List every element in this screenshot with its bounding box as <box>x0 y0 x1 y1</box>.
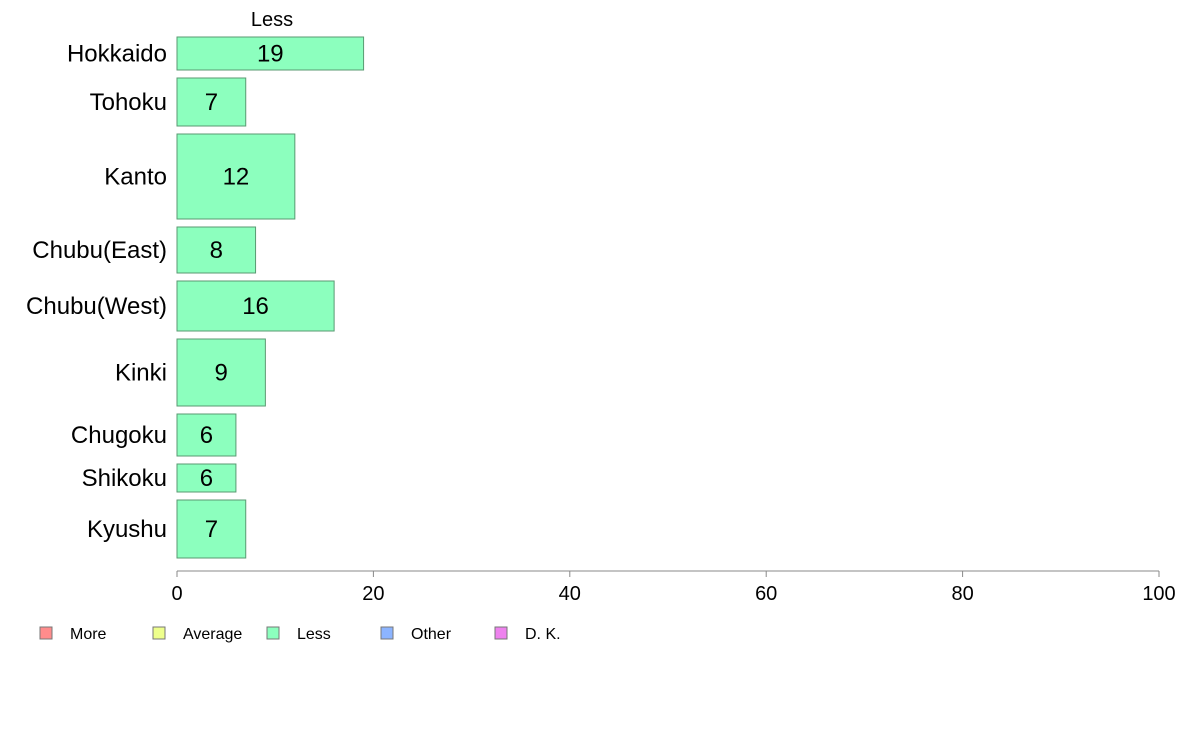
legend-label: Less <box>297 626 331 643</box>
category-label: Kanto <box>104 164 167 191</box>
bars-group: 19 7 12 8 16 9 6 6 7 <box>176 36 365 559</box>
bar-value-label: 7 <box>205 516 218 543</box>
bar-value-label: 12 <box>223 164 250 191</box>
bar-value-label: 7 <box>205 89 218 116</box>
category-label: Shikoku <box>82 465 167 492</box>
x-tick-label: 100 <box>1142 583 1175 605</box>
bar-chubu-west <box>176 280 335 332</box>
legend: More Average Less Other D. K. <box>39 626 561 643</box>
bar-kinki <box>176 338 266 407</box>
bar-value-label: 16 <box>242 293 269 320</box>
legend-swatch <box>39 626 53 640</box>
category-label: Kyushu <box>87 516 167 543</box>
x-tick-label: 0 <box>171 583 182 605</box>
legend-label: More <box>70 626 107 643</box>
bar-value-label: 6 <box>200 465 213 492</box>
bar-value-label: 6 <box>200 422 213 449</box>
category-label: Chubu(West) <box>26 293 167 320</box>
legend-swatch <box>152 626 166 640</box>
x-tick-label: 60 <box>755 583 777 605</box>
bar-kyushu <box>176 499 247 559</box>
category-label: Chugoku <box>71 422 167 449</box>
series-title: Less <box>251 9 293 31</box>
legend-label: D. K. <box>525 626 561 643</box>
category-label: Hokkaido <box>67 41 167 68</box>
bar-kanto <box>176 133 296 220</box>
bar-value-label: 19 <box>257 41 284 68</box>
x-tick-label: 40 <box>559 583 581 605</box>
category-label: Tohoku <box>90 89 167 116</box>
legend-swatch <box>380 626 394 640</box>
bar-chubu-east <box>176 226 257 274</box>
bar-value-label: 8 <box>210 237 223 264</box>
bar-hokkaido <box>176 36 365 71</box>
x-tick-label: 80 <box>951 583 973 605</box>
category-label: Chubu(East) <box>32 237 167 264</box>
x-tick-label: 20 <box>362 583 384 605</box>
legend-label: Other <box>411 626 452 643</box>
bar-value-label: 9 <box>215 360 228 387</box>
legend-swatch <box>494 626 508 640</box>
x-axis: 0 20 40 60 80 100 <box>171 570 1176 605</box>
bar-shikoku <box>176 463 237 493</box>
bar-tohoku <box>176 77 247 127</box>
legend-swatch <box>266 626 280 640</box>
bar-chugoku <box>176 413 237 457</box>
category-label: Kinki <box>115 360 167 387</box>
category-labels: Hokkaido Tohoku Kanto Chubu(East) Chubu(West… <box>26 41 167 544</box>
legend-label: Average <box>183 626 242 643</box>
